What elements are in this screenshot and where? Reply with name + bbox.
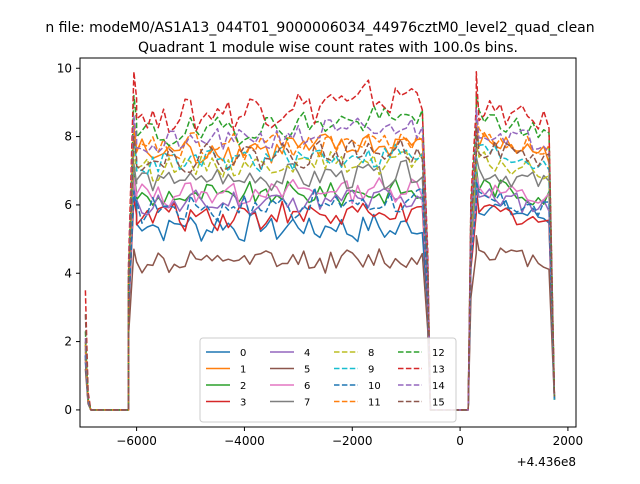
legend-label: 4 bbox=[304, 348, 310, 359]
legend-label: 9 bbox=[368, 365, 374, 376]
x-axis: −6000 −4000 −2000 0 2000 bbox=[116, 427, 583, 448]
series-line-6 bbox=[84, 173, 556, 411]
legend-label: 2 bbox=[240, 381, 246, 392]
y-tick-label: 0 bbox=[64, 403, 72, 417]
axes-title: Quadrant 1 module wise count rates with … bbox=[138, 40, 518, 56]
legend-label: 8 bbox=[368, 348, 374, 359]
series-line-14 bbox=[84, 108, 556, 411]
series-line-7 bbox=[84, 156, 556, 411]
x-tick-label: −6000 bbox=[116, 434, 157, 448]
series-layer bbox=[84, 70, 556, 411]
y-tick-label: 6 bbox=[64, 198, 72, 212]
x-tick-label: 2000 bbox=[553, 434, 584, 448]
y-tick-label: 4 bbox=[64, 266, 72, 280]
axes-frame bbox=[79, 57, 577, 428]
legend-label: 7 bbox=[304, 398, 310, 409]
legend-label: 6 bbox=[304, 381, 310, 392]
legend-label: 13 bbox=[432, 365, 445, 376]
legend-label: 0 bbox=[240, 348, 246, 359]
series-line-1 bbox=[84, 118, 556, 411]
x-offset-label: +4.436e8 bbox=[517, 455, 576, 469]
legend-box bbox=[199, 337, 457, 423]
legend-label: 12 bbox=[432, 348, 445, 359]
legend-label: 1 bbox=[240, 365, 246, 376]
series-line-8 bbox=[84, 142, 556, 411]
legend-label: 14 bbox=[432, 381, 445, 392]
series-line-12 bbox=[84, 91, 556, 411]
series-line-5 bbox=[84, 234, 556, 411]
series-line-15 bbox=[84, 125, 556, 411]
x-tick-label: −2000 bbox=[332, 434, 373, 448]
series-line-11 bbox=[84, 115, 556, 411]
y-tick-label: 2 bbox=[64, 335, 72, 349]
figure-suptitle: n file: modeM0/AS1A13_044T01_9000006034_… bbox=[45, 20, 594, 36]
x-tick-label: −4000 bbox=[224, 434, 265, 448]
legend-label: 5 bbox=[304, 365, 310, 376]
y-axis: 0 2 4 6 8 10 bbox=[57, 61, 80, 417]
y-tick-label: 10 bbox=[57, 61, 72, 75]
x-tick-label: 0 bbox=[456, 434, 464, 448]
series-line-13 bbox=[84, 70, 556, 411]
legend-label: 11 bbox=[368, 398, 381, 409]
legend-label: 10 bbox=[368, 381, 381, 392]
series-line-0 bbox=[84, 187, 556, 411]
series-line-10 bbox=[84, 180, 556, 411]
legend-label: 15 bbox=[432, 398, 445, 409]
y-tick-label: 8 bbox=[64, 130, 72, 144]
legend-label: 3 bbox=[240, 398, 246, 409]
